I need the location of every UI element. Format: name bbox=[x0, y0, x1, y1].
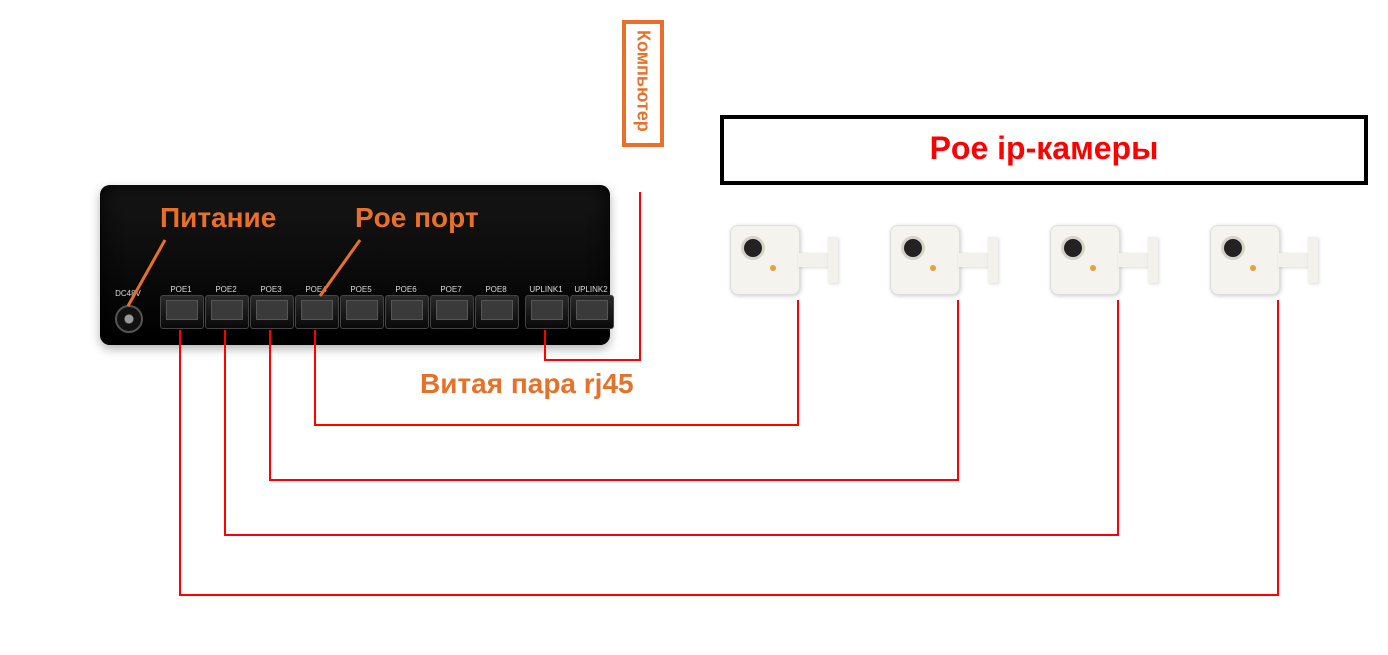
port-label: POE6 bbox=[384, 285, 428, 294]
port-label: UPLINK1 bbox=[524, 285, 568, 294]
rj45-port bbox=[430, 295, 474, 329]
camera-lens-icon bbox=[744, 239, 762, 257]
camera-plate bbox=[828, 237, 838, 283]
camera-led-icon bbox=[930, 265, 936, 271]
rj45-port bbox=[475, 295, 519, 329]
port-label: POE3 bbox=[249, 285, 293, 294]
twisted-pair-label: Витая пара rj45 bbox=[420, 368, 634, 400]
computer-label: Компьютер bbox=[633, 30, 654, 132]
port-label: POE5 bbox=[339, 285, 383, 294]
rj45-port bbox=[525, 295, 569, 329]
port-label: POE7 bbox=[429, 285, 473, 294]
port-label: UPLINK2 bbox=[569, 285, 613, 294]
camera-mount bbox=[798, 253, 832, 267]
dc-power-jack bbox=[115, 305, 143, 333]
camera-body bbox=[1210, 225, 1280, 295]
port-label: POE8 bbox=[474, 285, 518, 294]
rj45-port bbox=[205, 295, 249, 329]
rj45-port bbox=[295, 295, 339, 329]
camera-lens-icon bbox=[1064, 239, 1082, 257]
camera-lens-icon bbox=[1224, 239, 1242, 257]
camera-body bbox=[1050, 225, 1120, 295]
rj45-port bbox=[160, 295, 204, 329]
port-label: POE2 bbox=[204, 285, 248, 294]
camera-body bbox=[890, 225, 960, 295]
ip-camera bbox=[890, 225, 1000, 315]
camera-mount bbox=[1118, 253, 1152, 267]
poe-port-label: Poe порт bbox=[355, 202, 479, 234]
camera-led-icon bbox=[1250, 265, 1256, 271]
camera-mount bbox=[1278, 253, 1312, 267]
ip-camera bbox=[1210, 225, 1320, 315]
ip-camera bbox=[1050, 225, 1160, 315]
camera-plate bbox=[988, 237, 998, 283]
camera-mount bbox=[958, 253, 992, 267]
camera-plate bbox=[1148, 237, 1158, 283]
camera-body bbox=[730, 225, 800, 295]
dc-power-label: DC48V bbox=[108, 289, 148, 298]
cameras-title-text: Poe ip-камеры bbox=[930, 130, 1159, 166]
port-label: POE1 bbox=[159, 285, 203, 294]
camera-led-icon bbox=[770, 265, 776, 271]
camera-plate bbox=[1308, 237, 1318, 283]
rj45-port bbox=[570, 295, 614, 329]
rj45-port bbox=[385, 295, 429, 329]
camera-lens-icon bbox=[904, 239, 922, 257]
computer-box: Компьютер bbox=[622, 20, 664, 147]
power-label: Питание bbox=[160, 202, 276, 234]
port-label: POE4 bbox=[294, 285, 338, 294]
rj45-port bbox=[340, 295, 384, 329]
cameras-title-box: Poe ip-камеры bbox=[720, 115, 1368, 185]
ip-camera bbox=[730, 225, 840, 315]
camera-led-icon bbox=[1090, 265, 1096, 271]
rj45-port bbox=[250, 295, 294, 329]
